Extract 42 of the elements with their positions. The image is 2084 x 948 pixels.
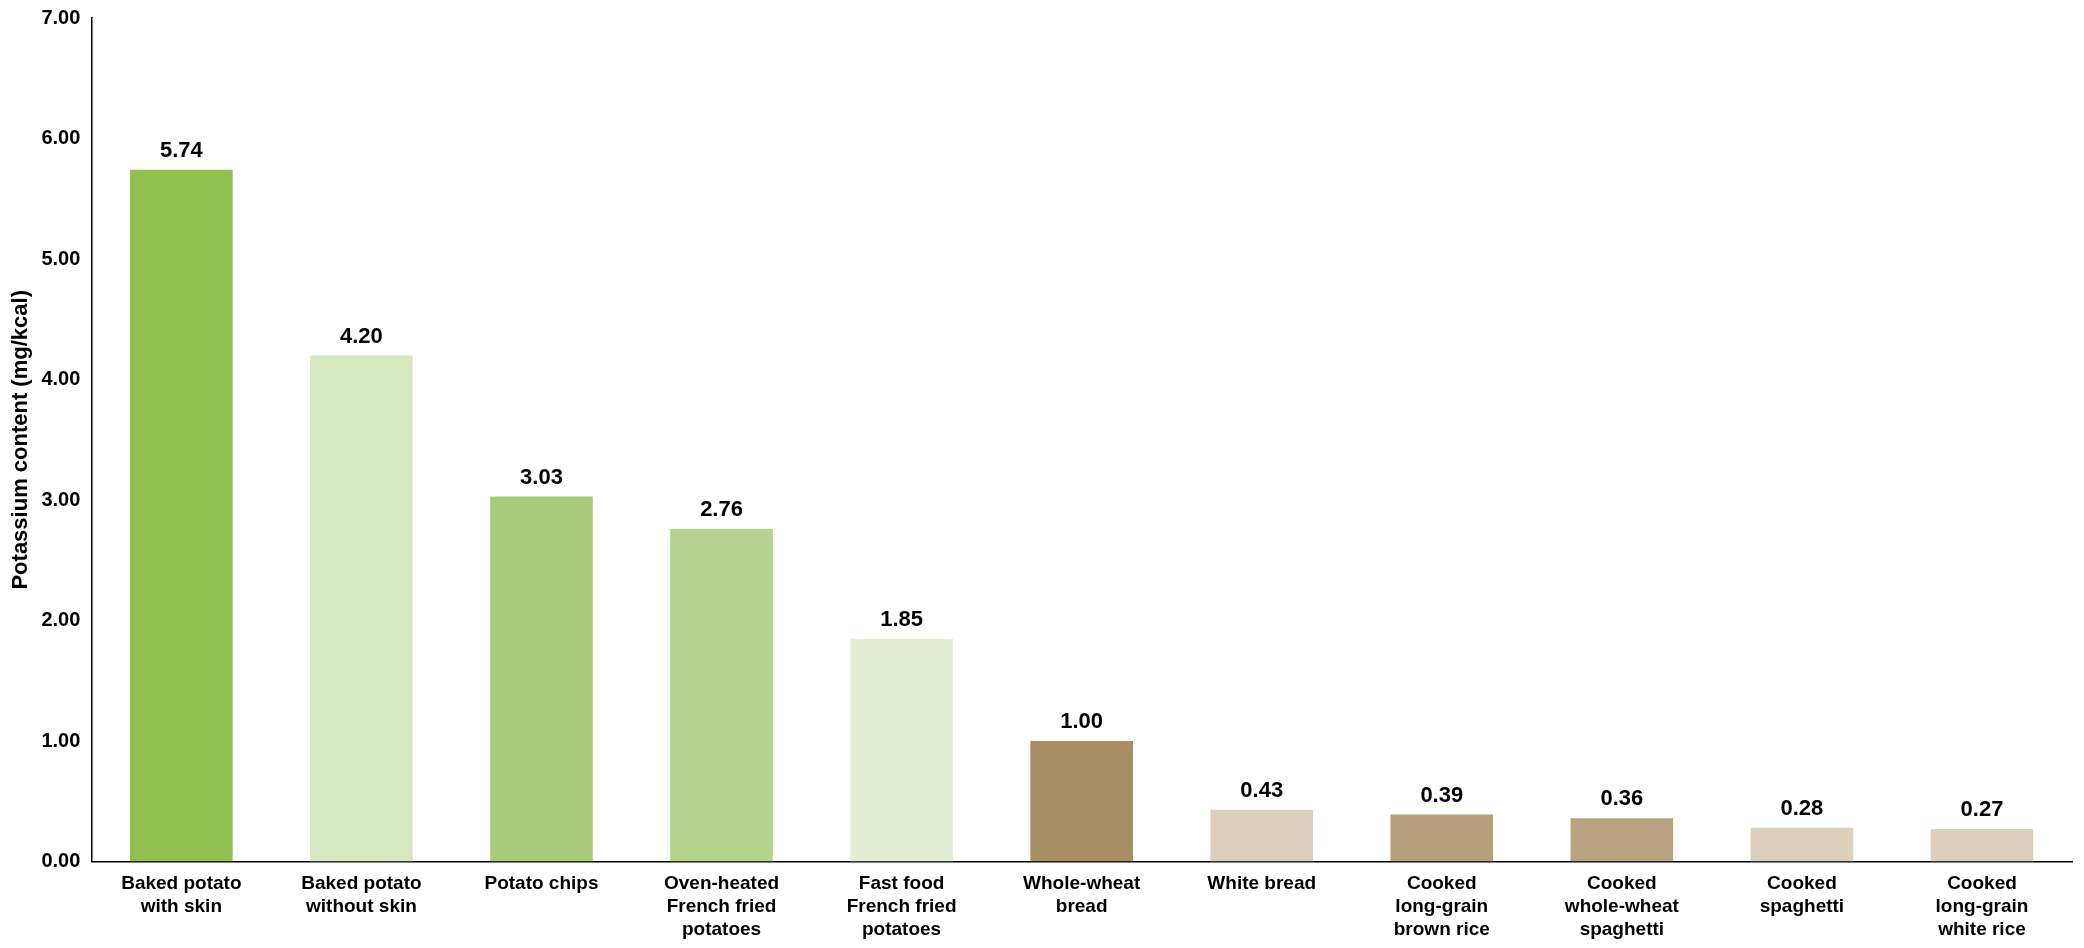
- x-tick-label: Cooked spaghetti: [1759, 872, 1845, 917]
- y-axis-title: Potassium content (mg/kcal): [7, 290, 33, 590]
- bar: [1930, 829, 2034, 862]
- bar: [1030, 741, 1133, 862]
- data-label: 0.27: [1960, 796, 2004, 822]
- y-tick-label: 5.00: [41, 246, 81, 269]
- bar: [850, 638, 953, 862]
- data-label: 1.00: [1060, 708, 1104, 734]
- data-label: 2.76: [700, 496, 743, 522]
- data-label: 0.28: [1780, 794, 1824, 820]
- bar: [1210, 809, 1314, 862]
- x-tick-label: Whole-wheat bread: [1023, 872, 1141, 917]
- data-label: 1.85: [880, 605, 924, 631]
- x-tick-label: Cooked long-grain brown rice: [1393, 872, 1490, 939]
- y-tick-label: 1.00: [41, 728, 81, 751]
- y-tick-label: 4.00: [41, 367, 81, 390]
- x-tick-label: Cooked long-grain white rice: [1935, 872, 2029, 939]
- bar: [670, 528, 773, 862]
- bar: [310, 355, 413, 862]
- data-label: 5.74: [159, 136, 204, 162]
- data-label: 0.36: [1600, 785, 1644, 811]
- x-tick-label: Oven-heated French fried potatoes: [663, 872, 780, 939]
- data-label: 0.43: [1240, 776, 1284, 802]
- bar: [1750, 827, 1854, 862]
- bar: [1390, 814, 1494, 862]
- data-label: 4.20: [340, 322, 383, 348]
- y-tick-label: 2.00: [41, 608, 81, 631]
- x-tick-label: Baked potato without skin: [301, 872, 422, 917]
- x-tick-label: White bread: [1207, 872, 1317, 894]
- bar: [1570, 818, 1674, 862]
- x-tick-label: Baked potato with skin: [121, 872, 242, 917]
- y-tick-label: 6.00: [41, 126, 81, 149]
- x-tick-label: Cooked whole-wheat spaghetti: [1563, 872, 1680, 939]
- data-label: 3.03: [520, 463, 563, 489]
- bar: [490, 496, 593, 862]
- y-tick-label: 0.00: [41, 849, 81, 872]
- bar: [130, 169, 233, 862]
- x-tick-label: Potato chips: [484, 872, 599, 894]
- data-label: 0.39: [1420, 781, 1464, 807]
- x-tick-label: Fast food French fried potatoes: [846, 872, 957, 939]
- y-tick-label: 3.00: [41, 487, 81, 510]
- y-tick-label: 7.00: [41, 5, 81, 28]
